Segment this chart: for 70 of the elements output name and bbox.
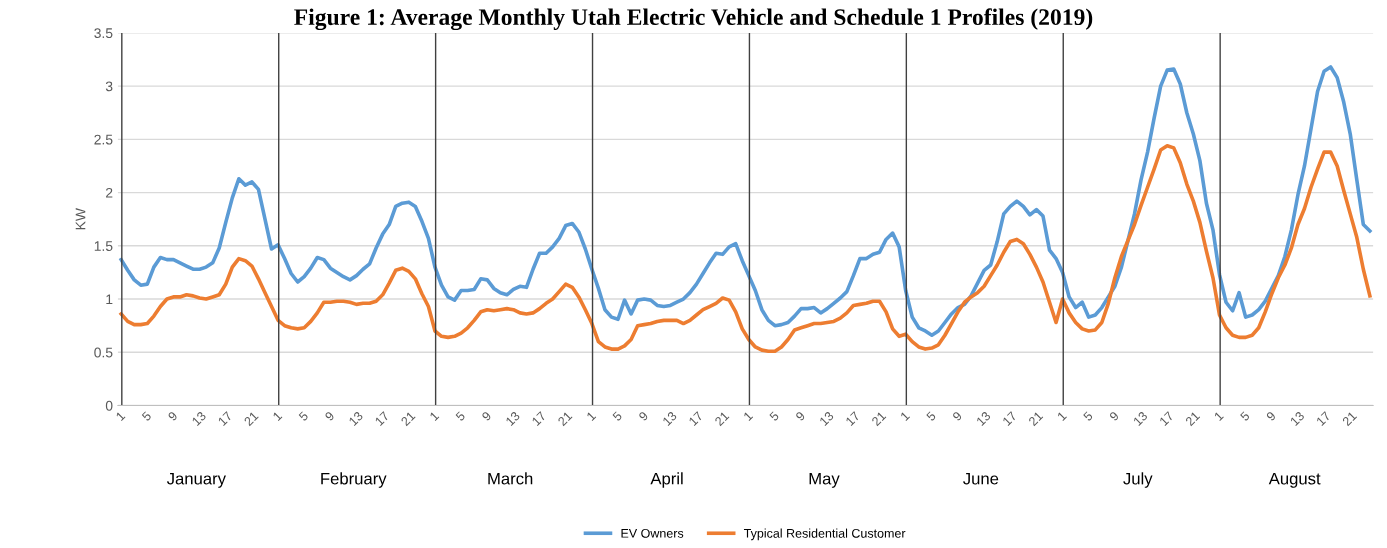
x-tick-label: 1	[900, 411, 910, 422]
x-tick-label: 5	[925, 411, 937, 422]
text: January	[166, 472, 226, 488]
legend-label: Typical Residential Customer	[743, 528, 906, 541]
y-tick-label: 3	[105, 81, 113, 92]
x-tick-label: 21	[400, 411, 416, 427]
x-tick-label: 9	[1108, 411, 1120, 422]
y-tick-label: 1.5	[94, 241, 113, 251]
x-tick-label: 5	[298, 411, 309, 422]
x-tick-label: 1	[115, 411, 126, 422]
x-tick-label: 5	[1082, 411, 1094, 422]
line-series	[119, 143, 1372, 354]
x-tick-label: 17	[374, 411, 390, 426]
x-tick-label: 9	[795, 411, 806, 422]
x-tick-label: 9	[1265, 411, 1277, 422]
y-tick-label: 2	[106, 187, 113, 198]
x-tick-label: 17	[1002, 411, 1018, 426]
line-series	[119, 65, 1372, 338]
text: March	[488, 472, 533, 485]
x-tick-label: 17	[531, 411, 547, 426]
text: May	[809, 472, 840, 488]
x-tick-label: 17	[1159, 411, 1174, 426]
x-tick-label: 13	[662, 411, 678, 427]
x-tick-label: 5	[612, 411, 623, 422]
x-tick-label: 1	[1213, 411, 1224, 422]
text: April	[650, 472, 683, 488]
x-tick-label: 9	[324, 411, 335, 422]
text: June	[963, 472, 999, 485]
x-tick-label: 13	[1132, 411, 1148, 427]
x-tick-label: 21	[243, 411, 259, 427]
x-tick-label: 17	[688, 411, 704, 426]
text: February	[321, 472, 387, 488]
y-tick-label: 0.5	[94, 347, 113, 358]
x-tick-label: 21	[557, 411, 573, 427]
x-tick-label: 5	[1239, 411, 1251, 422]
x-tick-label: 1	[743, 411, 754, 422]
x-tick-label: 17	[1316, 411, 1331, 426]
y-tick-label: 0	[105, 400, 113, 411]
text: August	[1268, 472, 1321, 488]
x-tick-label: 21	[714, 411, 730, 427]
legend-label: EV Owners	[621, 528, 684, 538]
x-tick-label: 13	[976, 411, 992, 427]
x-tick-label: 13	[819, 411, 835, 427]
x-tick-label: 17	[845, 411, 861, 426]
x-tick-label: 21	[1341, 411, 1358, 427]
x-tick-label: 1	[272, 411, 283, 422]
x-tick-label: 13	[1289, 411, 1305, 427]
text: July	[1123, 472, 1153, 488]
x-tick-label: 21	[1184, 411, 1201, 427]
x-tick-label: 5	[769, 411, 780, 422]
x-tick-label: 21	[871, 411, 887, 427]
y-axis-title: KW	[75, 208, 86, 230]
x-tick-label: 9	[952, 411, 963, 422]
y-tick-label: 2.5	[94, 134, 113, 145]
x-tick-label: 1	[429, 411, 440, 422]
chart-title: Figure 1: Average Monthly Utah Electric Vehicle and Schedule 1 Profiles (2019)	[294, 8, 1093, 31]
x-tick-label: 1	[586, 411, 597, 422]
x-tick-label: 9	[167, 411, 178, 422]
x-tick-label: 5	[455, 411, 466, 422]
x-tick-label: 13	[191, 411, 207, 427]
x-tick-label: 1	[1057, 411, 1067, 422]
x-tick-label: 13	[505, 411, 521, 427]
y-tick-label: 3.5	[94, 28, 113, 39]
y-tick-label: 1	[106, 294, 113, 305]
x-tick-label: 13	[348, 411, 364, 427]
x-tick-label: 5	[141, 411, 152, 422]
x-tick-label: 9	[638, 411, 649, 422]
x-tick-label: 21	[1028, 411, 1044, 427]
x-tick-label: 9	[481, 411, 492, 422]
x-tick-label: 17	[217, 411, 233, 426]
